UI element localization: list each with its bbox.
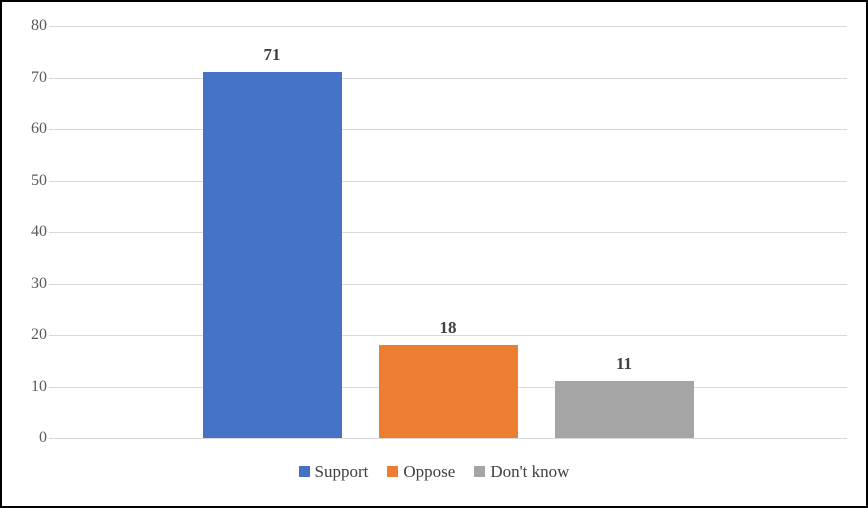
y-tick-label-70: 70	[31, 68, 47, 86]
legend-swatch-icon	[387, 466, 399, 477]
legend-item-don-t-know[interactable]: Don't know	[474, 463, 569, 480]
bar-item-1: 18	[378, 318, 518, 438]
bar-value-label: 11	[615, 354, 633, 373]
y-tick-label-0: 0	[39, 429, 47, 446]
legend-item-support[interactable]: Support	[298, 462, 369, 481]
gridline-40	[49, 232, 847, 233]
bar-value-label: 18	[439, 318, 457, 337]
gridline-30	[49, 283, 847, 285]
gridline-80	[49, 26, 847, 27]
gridline-50	[49, 180, 847, 182]
legend-item-oppose[interactable]: Oppose	[387, 463, 455, 480]
gridline-60	[49, 129, 847, 130]
legend-label: Don't know	[490, 462, 570, 481]
gridline-0	[49, 438, 847, 439]
legend: Support Oppose Don't know	[2, 463, 866, 480]
y-tick-label-50: 50	[31, 171, 47, 189]
y-tick-label-20: 20	[31, 326, 47, 343]
bar-item-2: 11	[554, 354, 694, 438]
bars-row: 71 18 11	[49, 46, 847, 438]
legend-label: Oppose	[403, 462, 456, 481]
y-tick-label-60: 60	[31, 120, 47, 137]
y-tick-label-10: 10	[31, 377, 47, 395]
gridline-70	[49, 77, 847, 79]
y-tick-label-30: 30	[31, 274, 47, 292]
legend-swatch-icon	[298, 466, 310, 477]
y-tick-label-80: 80	[31, 17, 47, 34]
bar-item-0: 71	[202, 45, 342, 438]
legend-swatch-icon	[474, 466, 486, 477]
legend-label: Support	[314, 462, 369, 481]
bar-don-t-know[interactable]	[554, 381, 694, 438]
bar-oppose[interactable]	[378, 345, 518, 438]
bar-support[interactable]	[202, 72, 342, 438]
y-axis: 0 10 20 30 40 50 60 70 80	[2, 18, 47, 446]
y-tick-label-40: 40	[31, 223, 47, 240]
gridline-20	[49, 335, 847, 336]
plot-area: 71 18 11	[49, 26, 847, 439]
bar-value-label: 71	[263, 45, 281, 64]
